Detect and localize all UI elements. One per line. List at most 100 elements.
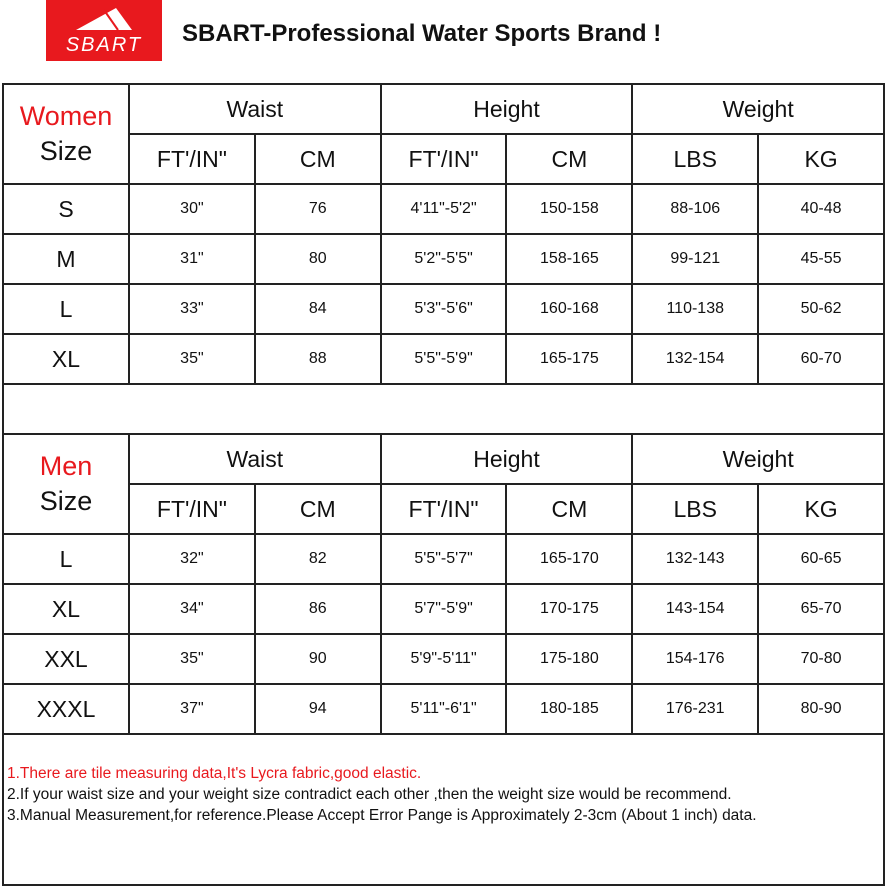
table-row: XXL 35" 90 5'9"-5'11" 175-180 154-176 70-80 [2,633,885,685]
unit-header: FT'/IN" [128,483,256,535]
unit-header: FT'/IN" [379,483,508,535]
unit-header: CM [505,133,634,185]
value-cell: 165-170 [505,533,634,585]
value-cell: 143-154 [631,583,760,635]
men-size-header: Men Size [2,433,130,535]
value-cell: 165-175 [505,333,634,385]
unit-header: KG [757,133,885,185]
unit-header: FT'/IN" [128,133,256,185]
size-cell: S [2,183,130,235]
value-cell: 76 [253,183,382,235]
value-cell: 94 [253,683,382,735]
value-cell: 150-158 [505,183,634,235]
value-cell: 5'5"-5'9" [379,333,508,385]
size-cell: XL [2,583,130,635]
value-cell: 160-168 [505,283,634,335]
value-cell: 32" [128,533,256,585]
size-label: Size [39,486,93,516]
table-row: XL 35" 88 5'5"-5'9" 165-175 132-154 60-70 [2,333,885,385]
value-cell: 80 [253,233,382,285]
table-row: S 30" 76 4'11"-5'2" 150-158 88-106 40-48 [2,183,885,235]
value-cell: 88-106 [631,183,760,235]
value-cell: 170-175 [505,583,634,635]
men-header-row: Men Size Waist Height Weight [2,433,885,535]
column-group-header: Height [379,83,634,135]
value-cell: 40-48 [757,183,885,235]
value-cell: 5'2"-5'5" [379,233,508,285]
size-chart: Women Size Waist Height Weight FT'/IN" CM FT'/I… [2,83,885,886]
value-cell: 60-70 [757,333,885,385]
value-cell: 132-154 [631,333,760,385]
men-label: Men [39,451,93,481]
value-cell: 4'11"-5'2" [379,183,508,235]
value-cell: 110-138 [631,283,760,335]
value-cell: 31" [128,233,256,285]
value-cell: 33" [128,283,256,335]
women-size-header: Women Size [2,83,130,185]
size-cell: XL [2,333,130,385]
value-cell: 5'7"-5'9" [379,583,508,635]
men-units-row: FT'/IN" CM FT'/IN" CM LBS KG [3,483,885,535]
value-cell: 60-65 [757,533,885,585]
value-cell: 88 [253,333,382,385]
unit-header: LBS [631,133,760,185]
size-cell: L [2,283,130,335]
value-cell: 180-185 [505,683,634,735]
note-item: 1.There are tile measuring data,It's Lyc… [7,765,422,782]
value-cell: 176-231 [631,683,760,735]
size-cell: L [2,533,130,585]
table-row: M 31" 80 5'2"-5'5" 158-165 99-121 45-55 [2,233,885,285]
value-cell: 175-180 [505,633,634,685]
sail-icon [76,8,132,31]
spacer [2,383,885,435]
unit-header: FT'/IN" [379,133,508,185]
value-cell: 65-70 [757,583,885,635]
table-row: L 33" 84 5'3"-5'6" 160-168 110-138 50-62 [2,283,885,335]
value-cell: 5'5"-5'7" [379,533,508,585]
value-cell: 82 [253,533,382,585]
value-cell: 86 [253,583,382,635]
note-item: 3.Manual Measurement,for reference.Pleas… [7,807,757,824]
page-title: SBART-Professional Water Sports Brand ! [182,20,662,47]
note-item: 2.If your waist size and your weight siz… [7,786,732,803]
unit-header: CM [253,483,382,535]
notes: 1.There are tile measuring data,It's Lyc… [2,733,885,886]
column-group-header: Weight [631,433,885,485]
value-cell: 30" [128,183,256,235]
value-cell: 84 [253,283,382,335]
value-cell: 5'3"-5'6" [379,283,508,335]
unit-header: CM [253,133,382,185]
column-group-header: Waist [128,83,382,135]
size-label: Size [39,136,93,166]
column-group-header: Height [379,433,634,485]
value-cell: 37" [128,683,256,735]
column-group-header: Weight [631,83,885,135]
unit-header: CM [505,483,634,535]
table-row: L 32" 82 5'5"-5'7" 165-170 132-143 60-65 [2,533,885,585]
notes-row: 1.There are tile measuring data,It's Lyc… [2,733,885,886]
women-header-row: Women Size Waist Height Weight [2,83,885,185]
women-label: Women [19,101,113,131]
sbart-logo: SBART [46,0,162,61]
value-cell: 50-62 [757,283,885,335]
table-row: XXXL 37" 94 5'11"-6'1" 180-185 176-231 80-90 [2,683,885,735]
size-cell: XXL [2,633,130,685]
value-cell: 35" [128,633,256,685]
value-cell: 5'11"-6'1" [379,683,508,735]
value-cell: 158-165 [505,233,634,285]
value-cell: 99-121 [631,233,760,285]
column-group-header: Waist [128,433,382,485]
value-cell: 132-143 [631,533,760,585]
value-cell: 35" [128,333,256,385]
unit-header: LBS [631,483,760,535]
spacer-row [2,383,885,435]
size-cell: XXXL [2,683,130,735]
logo-text: SBART [65,34,143,56]
size-cell: M [2,233,130,285]
table-row: XL 34" 86 5'7"-5'9" 170-175 143-154 65-70 [2,583,885,635]
value-cell: 154-176 [631,633,760,685]
unit-header: KG [757,483,885,535]
value-cell: 5'9"-5'11" [379,633,508,685]
value-cell: 45-55 [757,233,885,285]
value-cell: 90 [253,633,382,685]
